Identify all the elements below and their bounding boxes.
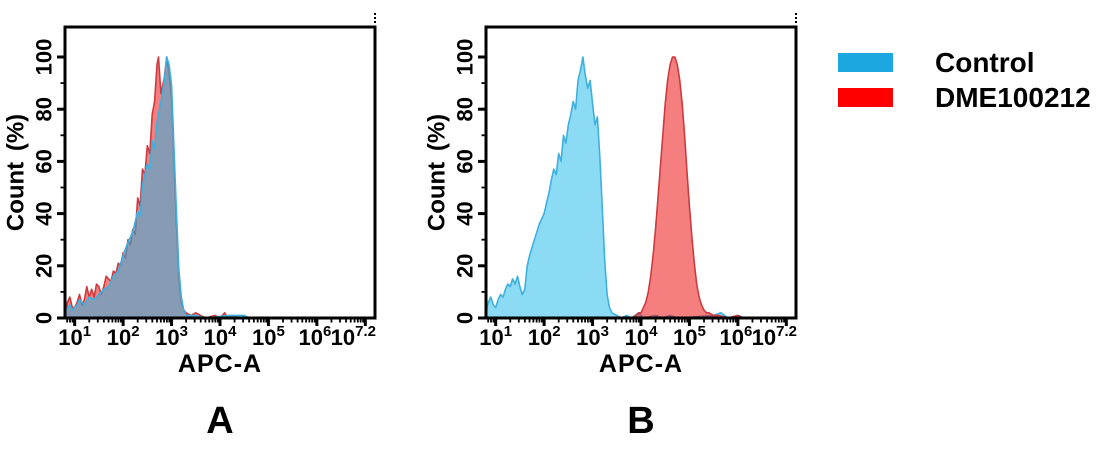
svg-text:101: 101 [58,323,91,350]
legend-item-dme100212: DME100212 [838,83,1091,111]
svg-text:105: 105 [252,323,285,350]
svg-text:103: 103 [576,323,609,350]
legend-swatch-dme100212 [838,88,893,107]
legend-swatch-control [838,53,893,72]
svg-text:20: 20 [32,254,57,278]
histogram-plot-b: 101 102 103 104 105 106 107.2 0 20 40 60 80 100 APC-A… [424,13,798,378]
svg-text:Count (%): Count (%) [3,114,30,231]
svg-text:106: 106 [719,323,752,350]
svg-text:105: 105 [673,323,706,350]
legend-label-dme100212: DME100212 [935,81,1091,113]
svg-text:80: 80 [453,97,478,121]
svg-text:40: 40 [453,201,478,225]
svg-text:100: 100 [453,39,478,76]
svg-text:104: 104 [625,323,658,350]
svg-text:Count (%): Count (%) [424,114,451,231]
svg-text:0: 0 [453,312,478,324]
panel-a: 101 102 103 104 105 106 107.2 0 20 40 60 80 100 APC-A… [0,0,440,460]
svg-text:101: 101 [479,323,512,350]
panel-label-a: A [206,400,234,442]
panel-label-b: B [627,400,655,442]
svg-text:104: 104 [204,323,237,350]
svg-text:80: 80 [32,97,57,121]
panel-b: 101 102 103 104 105 106 107.2 0 20 40 60 80 100 APC-A… [421,0,861,460]
legend: Control DME100212 [838,48,1091,123]
svg-text:107.2: 107.2 [752,323,797,350]
svg-text:100: 100 [32,39,57,76]
svg-text:20: 20 [453,254,478,278]
histogram-plot-a: 101 102 103 104 105 106 107.2 0 20 40 60 80 100 APC-A… [3,13,377,378]
svg-text:107.2: 107.2 [331,323,376,350]
svg-text:103: 103 [155,323,188,350]
svg-text:106: 106 [298,323,331,350]
svg-text:0: 0 [32,312,57,324]
svg-text:102: 102 [528,323,561,350]
svg-text:60: 60 [453,149,478,173]
svg-text:40: 40 [32,201,57,225]
legend-item-control: Control [838,48,1091,76]
svg-text:APC-A: APC-A [178,350,262,378]
legend-label-control: Control [935,46,1035,78]
svg-text:102: 102 [107,323,140,350]
svg-text:60: 60 [32,149,57,173]
svg-text:APC-A: APC-A [599,350,683,378]
